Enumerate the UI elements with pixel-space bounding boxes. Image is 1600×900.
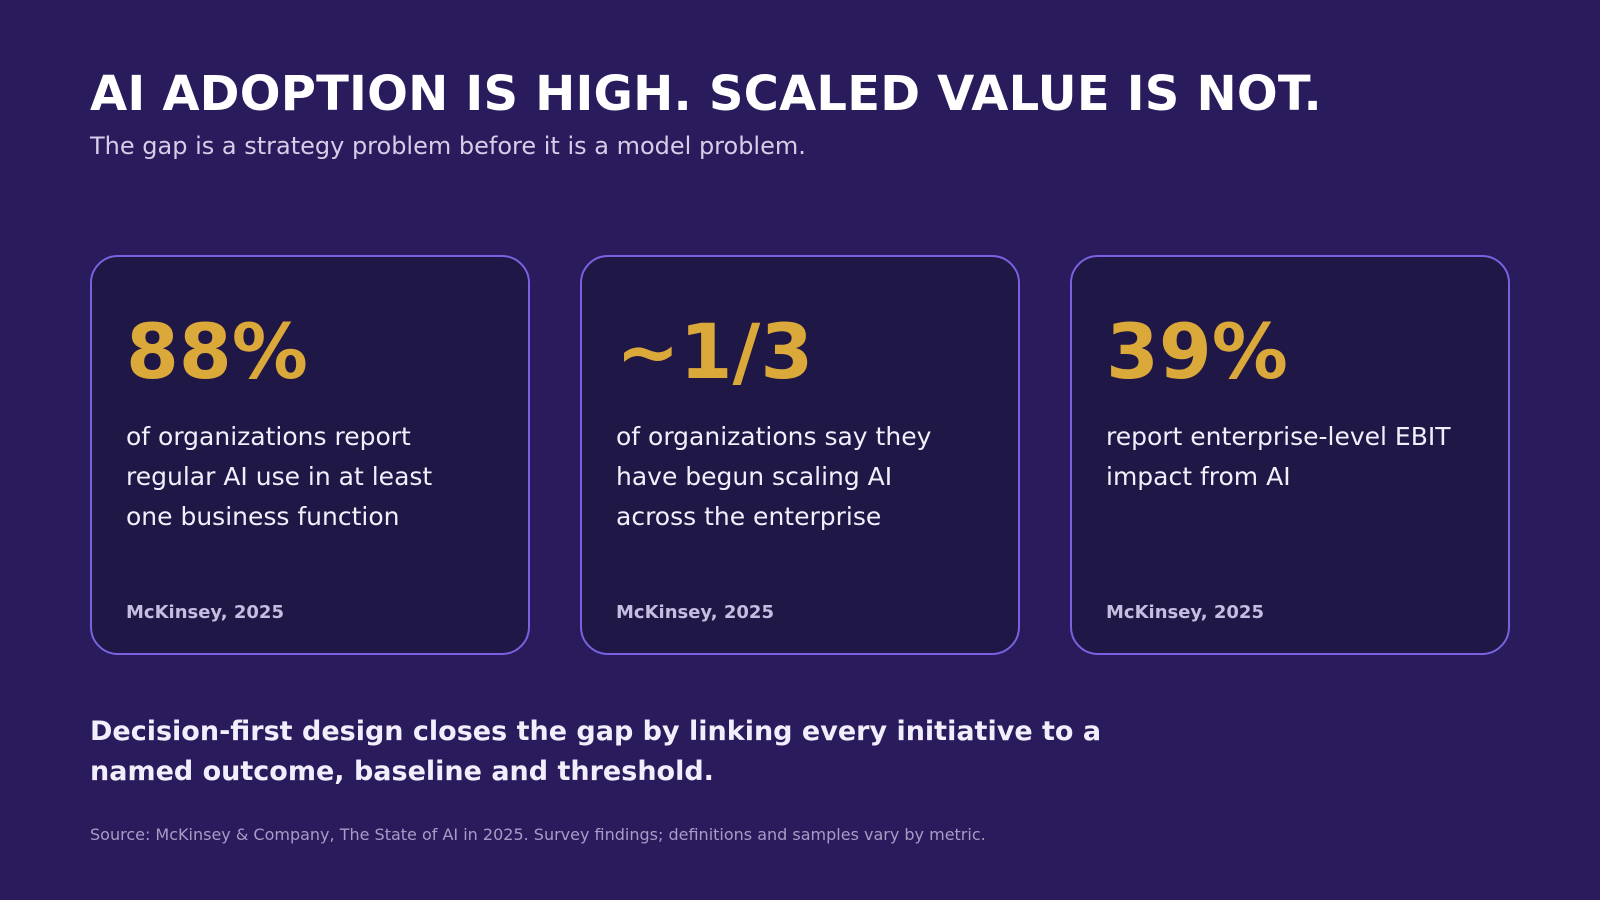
stat-citation: McKinsey, 2025 (1106, 602, 1264, 623)
source-footnote: Source: McKinsey & Company, The State of… (90, 825, 986, 844)
stat-description: of organizations say they have begun sca… (616, 422, 932, 531)
stat-description: of organizations report regular AI use i… (126, 422, 433, 531)
stat-card-scaling: ~1/3 of organizations say they have begu… (580, 255, 1020, 655)
stat-cards: 88% of organizations report regular AI u… (90, 255, 1510, 655)
stat-citation: McKinsey, 2025 (126, 602, 284, 623)
key-takeaway: Decision-first design closes the gap by … (90, 716, 1102, 787)
stat-card-ebit: 39% report enterprise-level EBIT impact … (1070, 255, 1510, 655)
slide-title: AI ADOPTION IS HIGH. SCALED VALUE IS NOT… (90, 66, 1322, 122)
stat-value: 88% (126, 307, 308, 396)
stat-value: 39% (1106, 307, 1288, 396)
stat-description: report enterprise-level EBIT impact from… (1106, 422, 1451, 491)
stat-card-adoption: 88% of organizations report regular AI u… (90, 255, 530, 655)
slide-subtitle: The gap is a strategy problem before it … (90, 132, 806, 160)
stat-citation: McKinsey, 2025 (616, 602, 774, 623)
stat-value: ~1/3 (616, 307, 814, 396)
